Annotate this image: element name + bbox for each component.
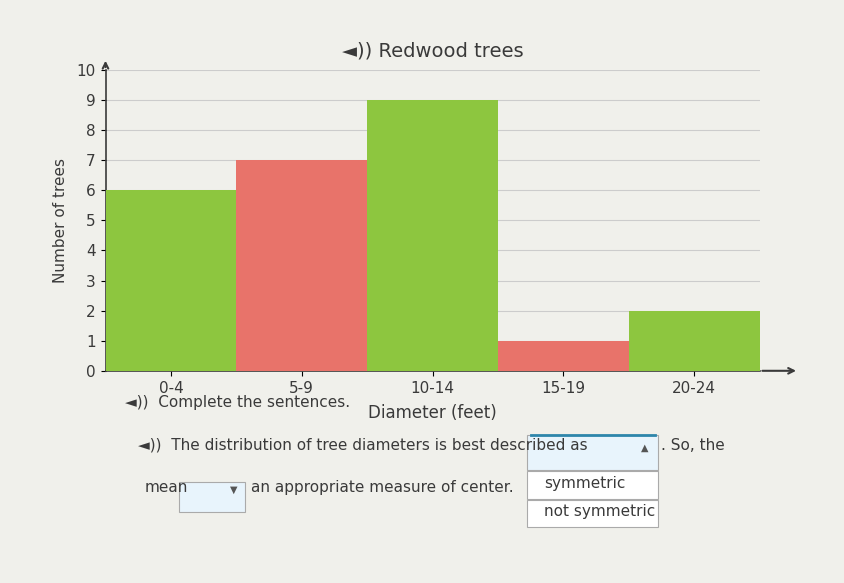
Text: ▼: ▼ <box>230 485 237 495</box>
Text: ◄))  Complete the sentences.: ◄)) Complete the sentences. <box>125 395 350 410</box>
X-axis label: Diameter (feet): Diameter (feet) <box>368 404 497 422</box>
Text: an appropriate measure of center.: an appropriate measure of center. <box>252 480 514 494</box>
Text: ◄))  The distribution of tree diameters is best described as: ◄)) The distribution of tree diameters i… <box>138 438 587 453</box>
Bar <box>106 190 236 371</box>
FancyBboxPatch shape <box>180 482 245 512</box>
Text: . So, the: . So, the <box>662 438 725 453</box>
FancyBboxPatch shape <box>528 471 658 498</box>
Text: ▲: ▲ <box>641 443 648 453</box>
Text: symmetric: symmetric <box>544 476 625 491</box>
Text: mean: mean <box>145 480 188 494</box>
Bar <box>498 340 629 371</box>
Y-axis label: Number of trees: Number of trees <box>53 158 68 283</box>
Text: not symmetric: not symmetric <box>544 504 655 519</box>
Bar <box>629 311 760 371</box>
Bar <box>236 160 367 371</box>
FancyBboxPatch shape <box>528 500 658 528</box>
FancyBboxPatch shape <box>528 434 658 470</box>
Bar <box>367 100 498 371</box>
Title: ◄)) Redwood trees: ◄)) Redwood trees <box>342 41 523 60</box>
